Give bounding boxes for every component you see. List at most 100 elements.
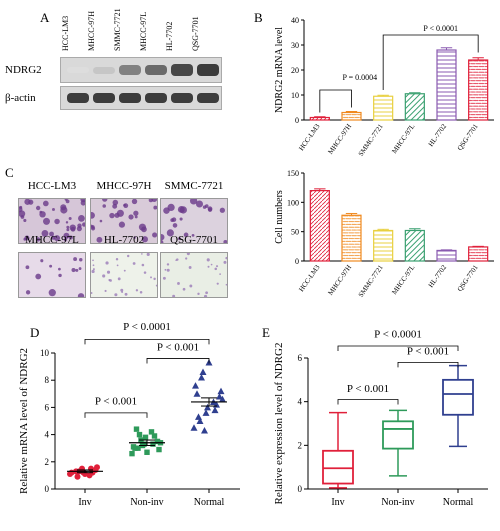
cell-dot	[76, 226, 82, 232]
cell-dot	[112, 199, 119, 206]
x-tick-label: MHCC-97L	[390, 123, 416, 156]
blot-strip-ndrg2	[60, 57, 222, 83]
cell-dot	[115, 258, 119, 261]
y-tick-label: 10	[40, 348, 50, 358]
cell-dot	[73, 257, 78, 261]
cell-dot	[106, 270, 111, 274]
cell-dot	[225, 283, 227, 286]
x-tick-label: MHCC-97H	[327, 264, 354, 297]
y-tick-label: 4	[45, 430, 50, 440]
p-value-label: P < 0.001	[347, 383, 389, 395]
bar	[309, 116, 330, 121]
blot-lane-label: MHCC-97L	[139, 11, 148, 51]
cell-dot	[80, 199, 85, 203]
cell-dot	[35, 205, 41, 211]
cell-image-label: SMMC-7721	[164, 180, 224, 192]
data-point	[216, 393, 223, 400]
p-value-label: P < 0.001	[407, 346, 449, 358]
cell-dot	[102, 204, 106, 208]
bar	[468, 246, 489, 262]
cell-dot	[105, 261, 109, 265]
cell-dot	[206, 258, 210, 262]
cell-dot	[52, 207, 55, 211]
cell-dot	[123, 269, 126, 272]
data-point	[142, 434, 149, 441]
p-value-label: P < 0.0001	[423, 24, 458, 33]
cell-dot	[42, 200, 49, 207]
cell-dot	[41, 229, 49, 237]
data-point	[68, 469, 75, 476]
microscopy-image	[18, 198, 86, 244]
cell-dot	[182, 287, 186, 291]
blot-row-label-ndrg2: NDRG2	[5, 64, 42, 76]
cell-dot	[23, 237, 27, 241]
x-tick-label: HCC-LM3	[297, 263, 321, 293]
microscopy-image-dots	[162, 253, 227, 297]
y-tick-label: 6	[298, 353, 303, 363]
cell-dot	[191, 233, 195, 237]
cell-dot	[96, 236, 103, 243]
x-tick-label: MHCC-97L	[390, 264, 416, 297]
blot-band-ndrg2	[93, 66, 115, 74]
cell-dot	[65, 199, 70, 204]
y-axis-label: Relative mRNA level of NDRG2	[18, 348, 30, 494]
x-tick-label: Non-inv	[381, 497, 414, 508]
cell-dot	[25, 290, 31, 295]
cell-dot	[207, 207, 213, 212]
data-point	[195, 413, 202, 420]
cell-dot	[216, 265, 219, 268]
y-tick-label: 30	[291, 41, 299, 50]
cell-image-label: QSG-7701	[170, 234, 218, 246]
cell-dot	[195, 200, 204, 208]
microscopy-image	[90, 252, 158, 298]
x-tick-label: SMMC-7721	[357, 122, 385, 158]
blot-band-ndrg2	[67, 66, 89, 74]
cell-dot	[134, 215, 138, 219]
cell-image-label: HCC-LM3	[27, 180, 77, 192]
cell-dot	[179, 206, 187, 214]
cell-dot	[166, 263, 170, 266]
p-value-label: P < 0.001	[157, 341, 199, 353]
y-tick-label: 150	[287, 169, 299, 178]
cell-dot	[109, 212, 115, 219]
bar	[468, 59, 489, 121]
chart-d-scatter: 0 2 4 6 8 10 Relative mRNA level of NDRG2 Inv No…	[18, 321, 240, 508]
cell-dot	[114, 293, 118, 297]
cell-dot	[219, 273, 221, 275]
cell-dot	[102, 199, 108, 202]
cell-dot	[132, 262, 136, 265]
blot-band-ndrg2	[197, 64, 219, 76]
x-tick-label: QSG-7701	[456, 263, 480, 293]
blot-band-ndrg2	[171, 64, 193, 76]
cell-dot	[143, 271, 147, 274]
cell-dot	[141, 236, 148, 243]
y-tick-label: 10	[291, 91, 299, 100]
data-point	[136, 431, 143, 438]
x-tick-label: Inv	[78, 497, 91, 508]
cell-dot	[51, 235, 56, 240]
cell-dot	[39, 211, 46, 218]
box	[382, 420, 414, 450]
cell-dot	[170, 218, 175, 222]
y-tick-label: 4	[298, 397, 303, 407]
cell-dot	[161, 233, 165, 241]
significance-bracket	[337, 345, 459, 351]
y-tick-label: 40	[291, 16, 299, 25]
cell-dot	[49, 231, 54, 237]
cell-dot	[92, 259, 94, 262]
cell-dot	[78, 214, 85, 222]
panel-letter-e: E	[262, 325, 270, 340]
blot-band-actin	[145, 93, 167, 103]
significance-bracket	[319, 89, 352, 113]
cell-dot	[92, 264, 95, 267]
cell-dot	[172, 294, 176, 297]
data-point	[196, 417, 204, 424]
cell-dot	[167, 203, 175, 212]
blot-band-actin	[119, 93, 141, 103]
cell-dot	[189, 284, 193, 288]
blot-band-actin	[197, 93, 219, 103]
cell-image-label: MHCC-97H	[96, 180, 152, 192]
blot-band-actin	[93, 93, 115, 103]
panel-letter-c: C	[5, 165, 14, 180]
bar	[341, 111, 362, 121]
